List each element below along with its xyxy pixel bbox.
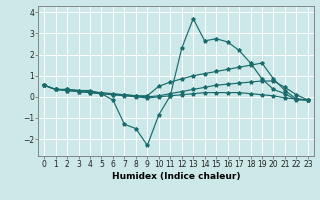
X-axis label: Humidex (Indice chaleur): Humidex (Indice chaleur) — [112, 172, 240, 181]
